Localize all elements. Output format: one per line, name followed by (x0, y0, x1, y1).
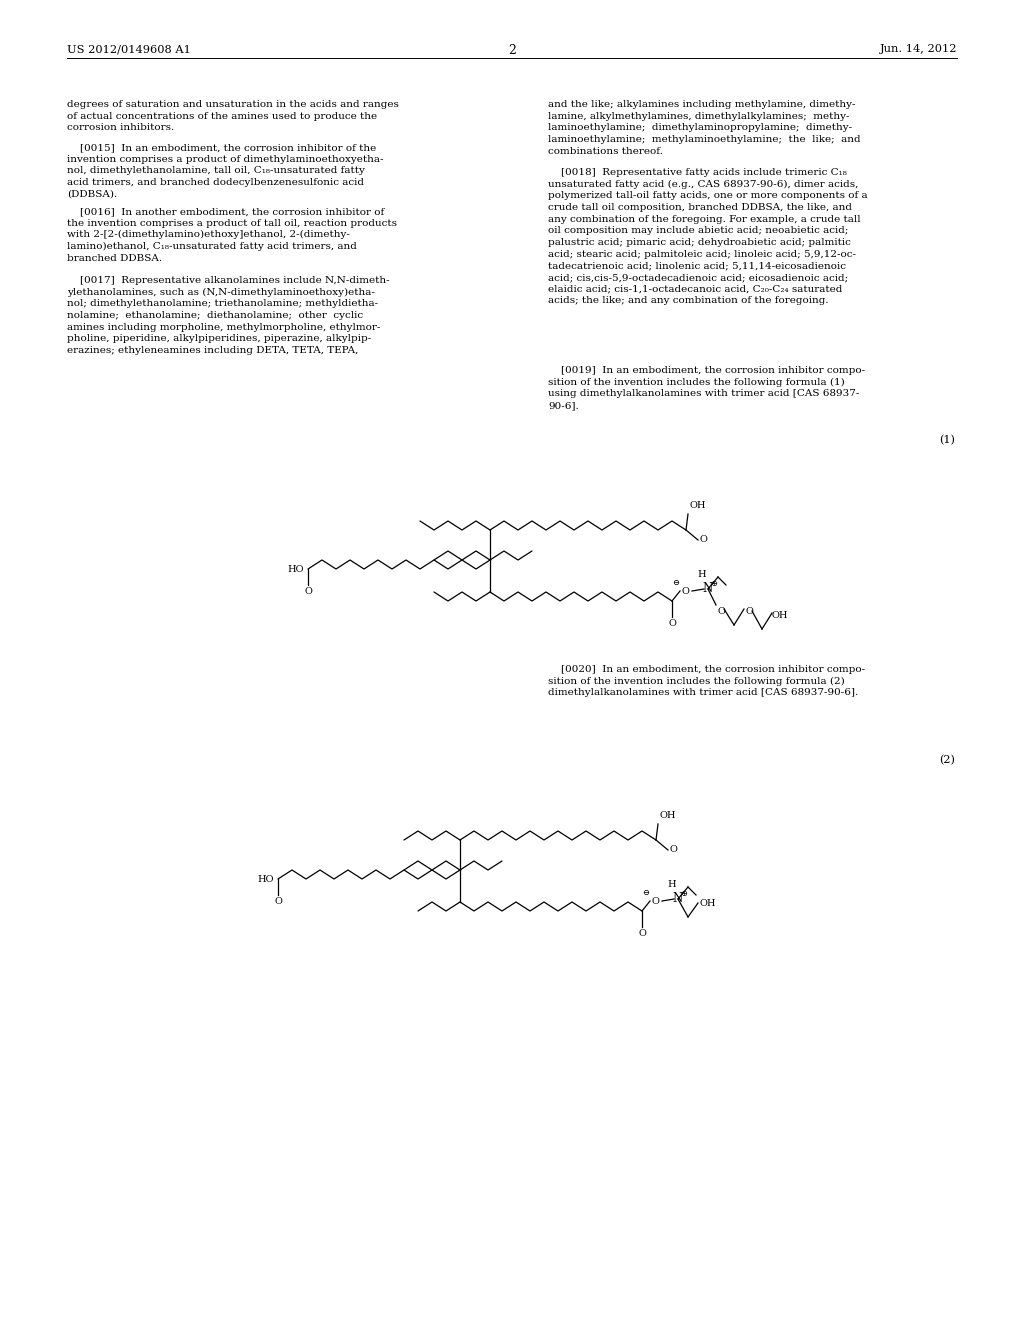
Text: (2): (2) (939, 755, 955, 766)
Text: O: O (700, 536, 708, 544)
Text: O: O (652, 896, 659, 906)
Text: O: O (682, 586, 690, 595)
Text: OH: OH (700, 899, 717, 908)
Text: (1): (1) (939, 436, 955, 445)
Text: [0020]  In an embodiment, the corrosion inhibitor compo-
sition of the invention: [0020] In an embodiment, the corrosion i… (548, 665, 865, 697)
Text: O: O (746, 607, 754, 616)
Text: N: N (702, 582, 713, 595)
Text: N: N (673, 892, 683, 906)
Text: HO: HO (257, 874, 274, 883)
Text: HO: HO (288, 565, 304, 573)
Text: [0017]  Representative alkanolamines include N,N-dimeth-
ylethanolamines, such a: [0017] Representative alkanolamines incl… (67, 276, 389, 355)
Text: OH: OH (772, 611, 788, 620)
Text: ⊖: ⊖ (642, 888, 649, 898)
Text: [0019]  In an embodiment, the corrosion inhibitor compo-
sition of the invention: [0019] In an embodiment, the corrosion i… (548, 366, 865, 411)
Text: 2: 2 (508, 44, 516, 57)
Text: ⊕: ⊕ (681, 890, 687, 898)
Text: Jun. 14, 2012: Jun. 14, 2012 (880, 44, 957, 54)
Text: US 2012/0149608 A1: US 2012/0149608 A1 (67, 44, 190, 54)
Text: O: O (274, 898, 282, 906)
Text: O: O (638, 929, 646, 939)
Text: O: O (668, 619, 676, 628)
Text: O: O (304, 587, 312, 597)
Text: ⊖: ⊖ (673, 579, 680, 587)
Text: OH: OH (690, 502, 707, 510)
Text: ⊕: ⊕ (711, 579, 718, 587)
Text: H: H (697, 570, 707, 579)
Text: [0016]  In another embodiment, the corrosion inhibitor of
the invention comprise: [0016] In another embodiment, the corros… (67, 207, 397, 263)
Text: O: O (718, 607, 726, 616)
Text: degrees of saturation and unsaturation in the acids and ranges
of actual concent: degrees of saturation and unsaturation i… (67, 100, 399, 132)
Text: O: O (670, 846, 678, 854)
Text: [0015]  In an embodiment, the corrosion inhibitor of the
invention comprises a p: [0015] In an embodiment, the corrosion i… (67, 143, 384, 198)
Text: OH: OH (660, 810, 677, 820)
Text: and the like; alkylamines including methylamine, dimethy-
lamine, alkylmethylami: and the like; alkylamines including meth… (548, 100, 860, 156)
Text: H: H (668, 880, 676, 888)
Text: [0018]  Representative fatty acids include trimeric C₁₈
unsaturated fatty acid (: [0018] Representative fatty acids includ… (548, 168, 867, 305)
